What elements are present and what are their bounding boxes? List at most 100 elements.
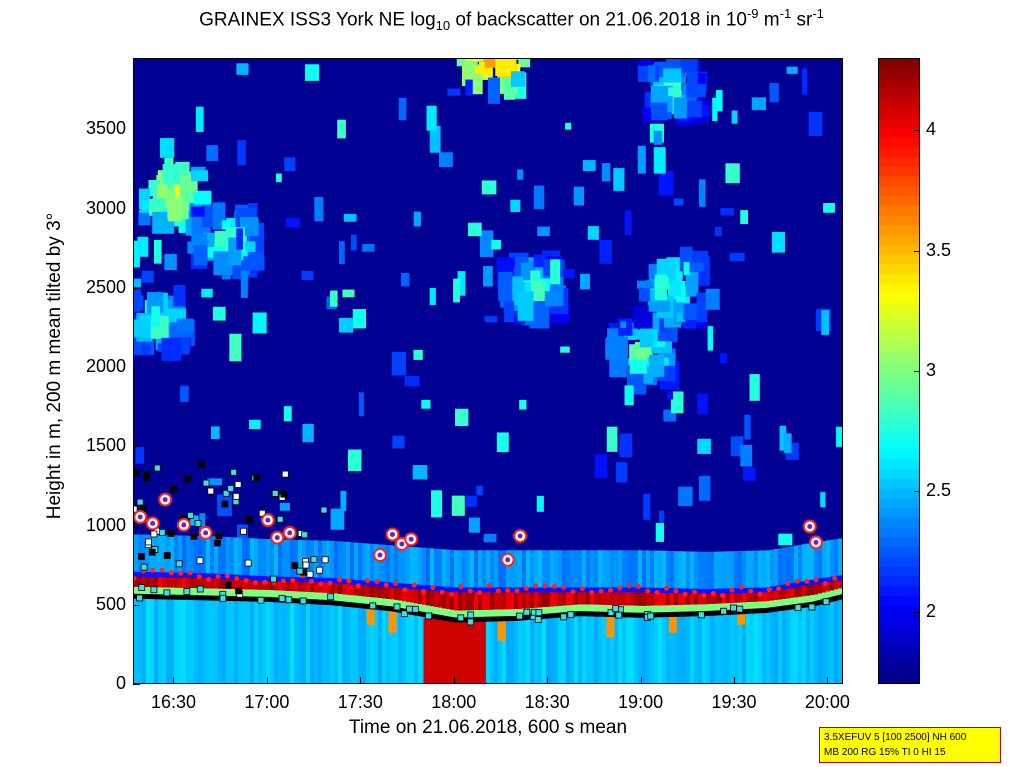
heatmap-cell <box>226 598 231 683</box>
heatmap-cell <box>206 588 211 598</box>
layer-top-point <box>206 576 212 582</box>
heatmap-cell <box>702 613 707 683</box>
heatmap-cell <box>729 252 745 262</box>
heatmap-cell <box>842 587 843 597</box>
heatmap-cell <box>690 591 695 605</box>
heatmap-cell <box>390 599 395 609</box>
heatmap-cell <box>630 589 635 606</box>
heatmap-cell <box>738 551 743 591</box>
heatmap-cell <box>778 533 793 546</box>
heatmap-cell <box>766 550 771 590</box>
heatmap-cell <box>258 578 263 590</box>
heatmap-cell <box>170 597 175 683</box>
heatmap-cell <box>314 579 319 593</box>
heatmap-cell <box>270 590 275 600</box>
cloud-base-marker-center <box>274 535 280 541</box>
x-tick-label: 16:30 <box>150 692 196 712</box>
heatmap-cell <box>446 549 451 590</box>
heatmap-cell <box>668 87 681 97</box>
heatmap-cell <box>234 577 239 590</box>
heatmap-cell <box>358 605 363 683</box>
heatmap-cell <box>161 337 182 361</box>
heatmap-cell <box>534 589 539 608</box>
square-marker <box>615 611 623 619</box>
heatmap-cell <box>686 551 691 592</box>
heatmap-cell <box>626 605 631 615</box>
heatmap-cell <box>226 537 231 577</box>
heatmap-cell <box>142 574 147 587</box>
heatmap-cell <box>358 542 363 583</box>
layer-top-point <box>794 578 800 584</box>
heatmap-cell <box>342 289 355 298</box>
heatmap-cell <box>730 612 735 683</box>
heatmap-cell <box>354 595 359 606</box>
layer-top-point <box>309 578 314 584</box>
heatmap-cell <box>678 590 683 605</box>
heatmap-cell <box>653 130 663 145</box>
heatmap-cell <box>394 609 399 683</box>
heatmap-cell <box>746 602 751 612</box>
heatmap-cell <box>170 574 175 588</box>
colorbar-cell <box>879 400 919 411</box>
x-tick-mark <box>547 677 549 684</box>
colorbar-cell <box>879 283 919 294</box>
heatmap-cell <box>560 346 570 353</box>
square-marker <box>607 609 615 616</box>
heatmap-cell <box>242 577 247 590</box>
square-marker <box>271 489 279 497</box>
heatmap-cell <box>294 591 299 601</box>
heatmap-cell <box>374 607 379 683</box>
layer-top-point <box>374 579 380 585</box>
heatmap-cell <box>666 550 671 591</box>
heatmap-cell <box>246 577 251 590</box>
heatmap-cell <box>538 616 543 683</box>
heatmap-cell <box>330 602 335 683</box>
heatmap-cell <box>338 580 343 594</box>
heatmap-cell <box>154 596 159 683</box>
heatmap-cell <box>794 597 799 607</box>
heatmap-cell <box>250 538 255 578</box>
heatmap-cell <box>626 550 631 590</box>
heatmap-cell <box>413 349 423 360</box>
heatmap-cell <box>558 550 563 590</box>
heatmap-cell <box>821 310 830 335</box>
cloud-base-marker-center <box>517 533 523 539</box>
heatmap-cell <box>687 71 698 96</box>
heatmap-cell <box>426 605 431 615</box>
heatmap-cell <box>754 550 759 591</box>
colorbar-cell <box>879 429 919 440</box>
settings-note-box: 3.5XEFUV 5 [100 2500] NH 600 MB 200 RG 1… <box>819 727 1001 763</box>
heatmap-cell <box>590 550 595 590</box>
heatmap-cell <box>134 290 141 310</box>
heatmap-cell <box>722 612 727 683</box>
heatmap-cell <box>190 587 195 598</box>
layer-top-point <box>337 577 343 583</box>
square-marker <box>560 613 568 621</box>
heatmap-cell <box>154 534 159 575</box>
colorbar-tick-label: 2.5 <box>926 480 952 501</box>
square-marker <box>207 487 215 495</box>
heatmap-cell <box>476 485 483 496</box>
layer-top-point <box>757 591 763 597</box>
heatmap-cell <box>578 589 583 605</box>
heatmap-cell <box>290 579 295 592</box>
layer-top-point <box>785 581 791 587</box>
heatmap-cell <box>286 600 291 683</box>
heatmap-cell <box>608 322 619 332</box>
heatmap-cell <box>751 97 767 111</box>
layer-top-point <box>514 588 520 594</box>
cloud-base-marker-center <box>807 524 813 530</box>
heatmap-cell <box>722 551 727 592</box>
heatmap-cell <box>322 602 327 683</box>
heatmap-cell <box>810 542 815 583</box>
heatmap-cell <box>808 111 823 136</box>
heatmap-cell <box>134 534 139 575</box>
square-marker <box>215 532 223 540</box>
heatmap-cell <box>602 604 607 615</box>
heatmap-cell <box>554 550 559 590</box>
heatmap-cell <box>770 609 775 683</box>
colorbar-cell <box>879 605 919 616</box>
heatmap-cell <box>654 614 659 683</box>
heatmap-cell <box>182 597 187 683</box>
layer-top-point <box>570 589 576 595</box>
